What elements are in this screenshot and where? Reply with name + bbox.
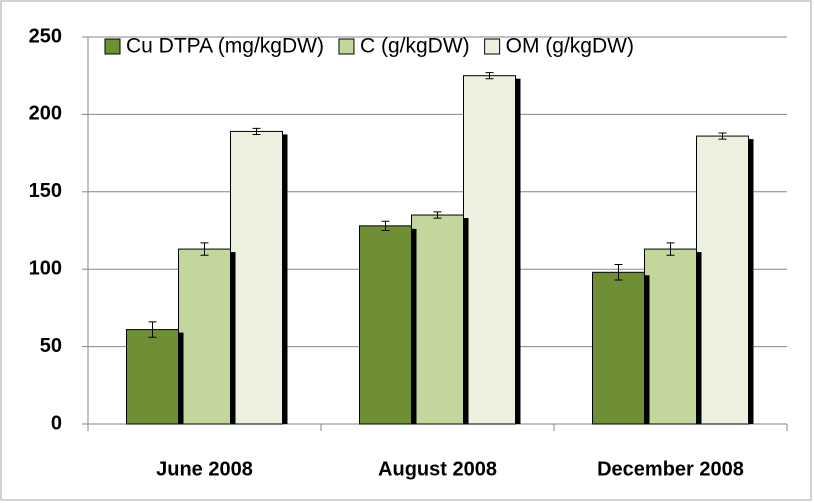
y-tick-label: 200 [29, 103, 62, 125]
bar [696, 135, 749, 425]
error-bar [200, 242, 209, 256]
bar [126, 329, 179, 425]
bar [178, 248, 231, 425]
bar [463, 75, 516, 425]
bar [644, 248, 697, 425]
y-tick-label: 50 [40, 335, 62, 357]
error-bar [718, 132, 727, 140]
bar [411, 214, 464, 425]
error-bar [614, 264, 623, 281]
legend-swatch [338, 38, 355, 55]
y-tick-label: 150 [29, 180, 62, 202]
error-bar [148, 321, 157, 338]
bar [230, 130, 283, 425]
legend-label: OM (g/kgDW) [506, 35, 634, 58]
x-tick-label: June 2008 [156, 458, 253, 480]
legend-label: Cu DTPA (mg/kgDW) [126, 35, 324, 58]
error-bar [485, 72, 494, 80]
x-tick-label: August 2008 [378, 458, 497, 480]
legend-swatch [104, 38, 121, 55]
error-bar [381, 220, 390, 231]
error-bar [433, 211, 442, 219]
y-tick-label: 0 [51, 412, 62, 434]
error-bar [666, 242, 675, 256]
bar [592, 271, 645, 425]
y-tick-label: 100 [29, 257, 62, 279]
y-tick-label: 250 [29, 25, 62, 47]
legend-label: C (g/kgDW) [360, 35, 470, 58]
error-bar [252, 127, 261, 136]
legend-swatch [484, 38, 501, 55]
x-tick-label: December 2008 [597, 458, 744, 480]
bar [359, 225, 412, 425]
